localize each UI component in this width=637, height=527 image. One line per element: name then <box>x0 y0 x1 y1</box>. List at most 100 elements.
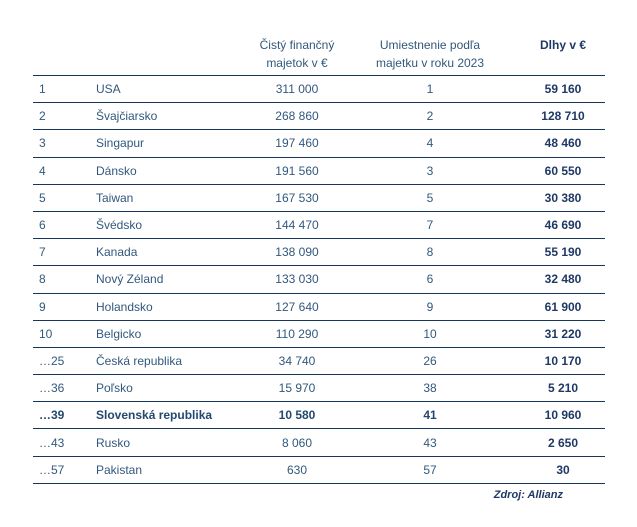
rank-cell: 9 <box>39 299 46 314</box>
country-cell: Slovenská republika <box>96 408 213 423</box>
country-cell: Nový Zéland <box>96 272 164 287</box>
assets-cell: 630 <box>286 462 308 477</box>
table-row: …36 Poľsko 15 970 38 5 210 <box>33 374 605 401</box>
table-row: 10 Belgicko 110 290 10 31 220 <box>33 319 605 347</box>
debt-cell: 2 650 <box>547 435 579 450</box>
assets-cell: 144 470 <box>275 218 319 233</box>
table-row-highlighted-slovakia: …39 Slovenská republika 10 580 41 10 960 <box>33 401 605 428</box>
debt-cell: 10 170 <box>544 353 582 368</box>
debt-cell: 48 460 <box>544 136 582 151</box>
debt-cell: 55 190 <box>544 245 582 260</box>
country-cell: Švajčiarsko <box>96 109 158 124</box>
rank-cell: …43 <box>39 435 65 450</box>
country-cell: Švédsko <box>96 218 143 233</box>
table-row: 6 Švédsko 144 470 7 46 690 <box>33 210 605 238</box>
rank-cell: …36 <box>39 381 65 396</box>
rank-cell: 10 <box>39 326 53 341</box>
table-row: 5 Taiwan 167 530 5 30 380 <box>33 183 605 211</box>
assets-cell: 167 530 <box>275 190 319 205</box>
place-cell: 5 <box>426 190 434 205</box>
table-row: 2 Švajčiarsko 268 860 2 128 710 <box>33 102 605 129</box>
place-cell: 9 <box>426 299 434 314</box>
table-row: 3 Singapur 197 460 4 48 460 <box>33 129 605 156</box>
debt-cell: 32 480 <box>544 272 582 287</box>
assets-cell: 8 060 <box>281 435 313 450</box>
header-net-assets-line1: Čistý finančný <box>259 38 335 52</box>
country-cell: Poľsko <box>96 381 133 396</box>
place-cell: 57 <box>423 462 437 477</box>
rank-cell: …57 <box>39 462 65 477</box>
rank-cell: 4 <box>39 163 46 178</box>
assets-cell: 133 030 <box>275 272 319 287</box>
assets-cell: 268 860 <box>275 109 319 124</box>
assets-cell: 138 090 <box>275 245 319 260</box>
assets-cell: 197 460 <box>275 136 319 151</box>
rank-cell: 1 <box>39 82 46 97</box>
header-net-assets: Čistý finančný majetok v € <box>238 36 356 72</box>
place-cell: 2 <box>426 109 434 124</box>
country-cell: USA <box>96 82 121 97</box>
table-row: …25 Česká republika 34 740 26 10 170 <box>33 346 605 374</box>
header-debt: Dlhy v € <box>539 38 587 52</box>
rank-cell: 5 <box>39 190 46 205</box>
debt-cell: 59 160 <box>544 82 582 97</box>
debt-cell: 46 690 <box>544 218 582 233</box>
rank-cell: …39 <box>39 408 65 423</box>
table-row: 4 Dánsko 191 560 3 60 550 <box>33 156 605 184</box>
debt-cell: 60 550 <box>544 163 582 178</box>
header-place-2023-line2: majetku v roku 2023 <box>375 56 485 70</box>
rank-cell: 3 <box>39 136 46 151</box>
table-row: 8 Nový Zéland 133 030 6 32 480 <box>33 265 605 292</box>
country-cell: Kanada <box>96 245 138 260</box>
place-cell: 10 <box>423 326 437 341</box>
place-cell: 26 <box>423 353 437 368</box>
assets-cell: 110 290 <box>275 326 319 341</box>
place-cell: 7 <box>426 218 434 233</box>
debt-cell: 10 960 <box>544 408 582 423</box>
assets-cell: 127 640 <box>275 299 319 314</box>
table-body: 1 USA 311 000 1 59 160 2 Švajčiarsko 268… <box>33 75 605 484</box>
country-cell: Singapur <box>96 136 145 151</box>
assets-cell: 15 970 <box>278 381 316 396</box>
debt-cell: 30 <box>556 462 570 477</box>
rank-cell: 7 <box>39 245 46 260</box>
table-row: …57 Pakistan 630 57 30 <box>33 455 605 483</box>
assets-cell: 311 000 <box>275 82 319 97</box>
header-place-2023-line1: Umiestnenie podľa <box>379 38 481 52</box>
rank-cell: 2 <box>39 109 46 124</box>
assets-cell: 10 580 <box>278 408 316 423</box>
place-cell: 1 <box>426 82 434 97</box>
header-place-2023: Umiestnenie podľa majetku v roku 2023 <box>356 36 504 72</box>
debt-cell: 61 900 <box>544 299 582 314</box>
debt-cell: 31 220 <box>544 326 582 341</box>
country-cell: Česká republika <box>96 353 183 368</box>
place-cell: 41 <box>423 408 437 423</box>
header-net-assets-line2: majetok v € <box>266 56 328 70</box>
country-cell: Rusko <box>96 435 131 450</box>
table-row: 7 Kanada 138 090 8 55 190 <box>33 238 605 265</box>
country-cell: Dánsko <box>96 163 137 178</box>
debt-cell: 128 710 <box>541 109 585 124</box>
place-cell: 8 <box>426 245 434 260</box>
table-row: 9 Holandsko 127 640 9 61 900 <box>33 292 605 320</box>
place-cell: 3 <box>426 163 434 178</box>
place-cell: 4 <box>426 136 434 151</box>
country-cell: Holandsko <box>96 299 153 314</box>
place-cell: 43 <box>423 435 437 450</box>
debt-cell: 30 380 <box>544 190 582 205</box>
rank-cell: 8 <box>39 272 46 287</box>
rank-cell: …25 <box>39 353 65 368</box>
table-row: 1 USA 311 000 1 59 160 <box>33 75 605 102</box>
country-cell: Taiwan <box>96 190 134 205</box>
assets-cell: 34 740 <box>278 353 316 368</box>
country-cell: Pakistan <box>96 462 143 477</box>
country-cell: Belgicko <box>96 326 142 341</box>
table-row: …43 Rusko 8 060 43 2 650 <box>33 428 605 455</box>
rank-cell: 6 <box>39 218 46 233</box>
source-note: Zdroj: Allianz <box>493 488 563 501</box>
assets-cell: 191 560 <box>275 163 319 178</box>
place-cell: 38 <box>423 381 437 396</box>
place-cell: 6 <box>426 272 434 287</box>
country-wealth-table: Čistý finančný majetok v € Umiestnenie p… <box>33 36 605 501</box>
